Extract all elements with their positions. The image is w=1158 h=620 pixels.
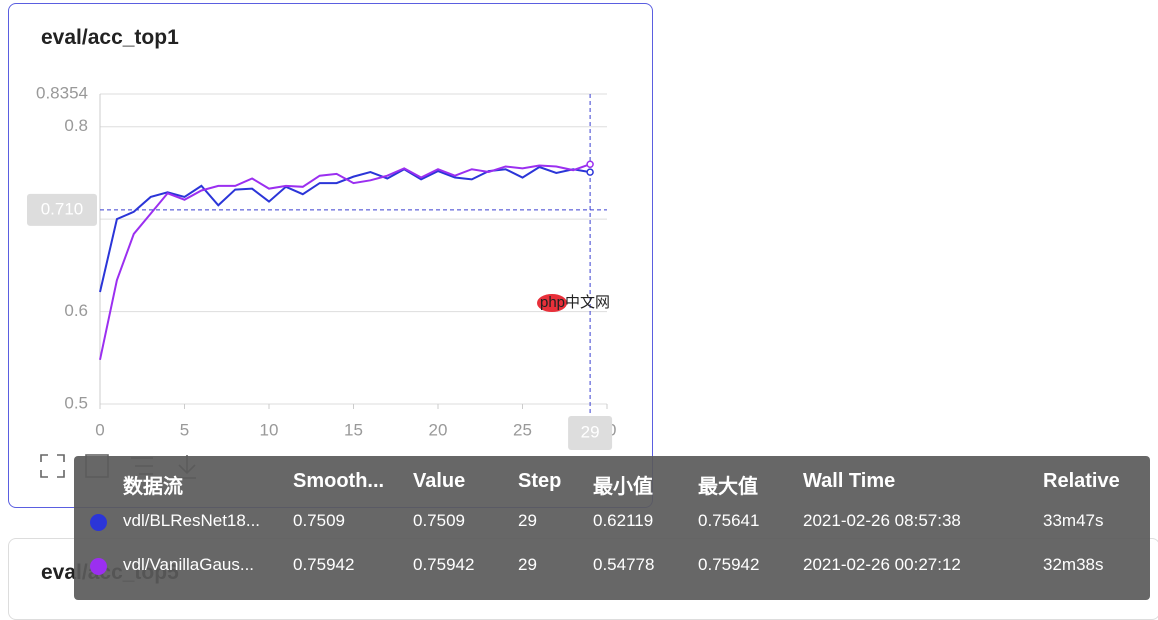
column-header: 数据流 (123, 476, 183, 498)
cell: 0.75942 (293, 555, 355, 574)
cell: 0.54778 (593, 555, 655, 574)
cell: 2021-02-26 00:27:12 (803, 555, 961, 574)
cell: vdl/VanillaGaus... (123, 555, 255, 574)
y-tick-label: 0.8354 (36, 83, 88, 102)
y-tick-label: 0.6 (64, 301, 88, 320)
column-header: Step (518, 470, 562, 492)
cell: 0.75942 (413, 555, 475, 574)
chart-card: eval/acc_top1 (8, 3, 653, 508)
y-tick-label: 0.5 (64, 393, 88, 412)
x-tick-label: 5 (180, 420, 189, 439)
column-header: Smooth... (293, 470, 385, 492)
y-tick-label: 0.8 (64, 116, 88, 135)
series-line (99, 163, 591, 361)
x-tick-label: 10 (260, 420, 279, 439)
column-header: Value (413, 470, 466, 492)
cell: vdl/BLResNet18... (123, 511, 261, 530)
cell: 0.75942 (698, 555, 760, 574)
x-tick-label: 20 (429, 420, 448, 439)
crosshair-y-label: 0.710 (41, 199, 84, 218)
cell: 29 (518, 555, 537, 574)
column-header: Wall Time (803, 470, 896, 492)
hover-point (586, 168, 594, 176)
watermark-logo (537, 294, 567, 312)
fullscreen-icon[interactable] (40, 454, 65, 478)
cell: 33m47s (1043, 511, 1104, 530)
cell: 0.62119 (593, 511, 654, 530)
cell: 32m38s (1043, 555, 1104, 574)
hover-point (586, 160, 594, 168)
crosshair-x-box (568, 416, 613, 450)
page: eval/acc_top1 eval/acc_top5 0.50.60.70.8… (8, 3, 1158, 620)
cell: 29 (518, 511, 537, 530)
tooltip: 数据流 Smooth... Value Step 最小值 最大值 Wall Time Rela… (74, 456, 1150, 600)
cell: 0.7509 (293, 511, 345, 530)
column-header: Relative (1043, 470, 1120, 492)
series-dot (90, 558, 107, 575)
series-line (99, 165, 591, 293)
card-title: eval/acc_top1 (41, 26, 179, 49)
x-tick-label: 15 (344, 420, 363, 439)
crosshair-y-box (27, 193, 97, 226)
chart: 0.50.60.70.80.83540510152025300.71029php… (27, 83, 616, 479)
cell: 2021-02-26 08:57:38 (803, 511, 961, 530)
column-header: 最小值 (593, 476, 653, 498)
x-tick-label: 25 (513, 420, 532, 439)
column-header: 最大值 (698, 476, 758, 498)
watermark: php中文网 (540, 294, 610, 311)
x-tick-label: 0 (95, 420, 104, 439)
crosshair-x-label: 29 (581, 422, 600, 441)
series-dot (90, 514, 107, 531)
cell: 0.75641 (698, 511, 760, 530)
cell: 0.7509 (413, 511, 465, 530)
